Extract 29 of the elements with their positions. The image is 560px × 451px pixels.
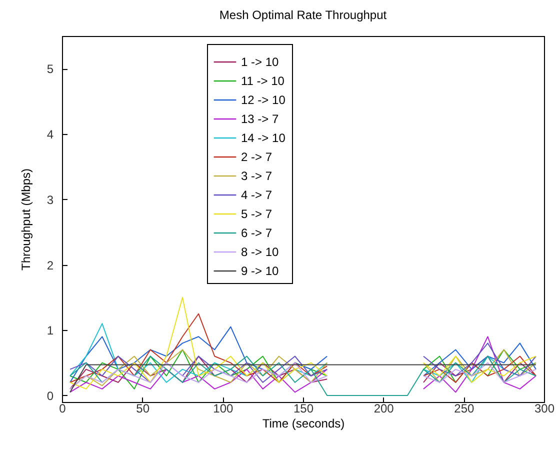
line-series: [70, 356, 536, 396]
y-tick-label: 2: [46, 258, 54, 272]
legend-label: 5 -> 7: [241, 207, 272, 221]
legend-label: 4 -> 7: [241, 188, 272, 202]
x-tick-label: 100: [213, 402, 234, 416]
legend-label: 6 -> 7: [241, 226, 272, 240]
legend-label: 1 -> 10: [241, 55, 280, 69]
legend-label: 3 -> 7: [241, 169, 272, 183]
y-axis-title: Throughput (Mbps): [18, 168, 33, 271]
x-axis-title: Time (seconds): [262, 416, 345, 430]
legend-label: 9 -> 10: [241, 264, 280, 278]
y-tick-label: 5: [46, 62, 54, 76]
x-tick-label: 0: [59, 402, 66, 416]
legend-label: 11 -> 10: [241, 74, 285, 88]
legend-label: 13 -> 7: [241, 112, 280, 126]
legend-label: 2 -> 7: [241, 150, 272, 164]
x-tick-label: 150: [293, 402, 314, 416]
y-tick-label: 4: [46, 128, 54, 142]
y-tick-label: 0: [46, 388, 54, 403]
x-tick-label: 300: [534, 402, 555, 416]
x-tick-label: 250: [454, 402, 474, 416]
y-tick-label: 3: [46, 192, 54, 207]
legend-label: 14 -> 10: [241, 131, 286, 145]
y-tick-label: 1: [46, 324, 54, 338]
x-tick-label: 50: [136, 402, 150, 416]
chart-title: Mesh Optimal Rate Throughput: [219, 8, 388, 22]
legend-label: 8 -> 10: [241, 245, 280, 259]
legend-label: 12 -> 10: [241, 93, 286, 107]
x-tick-label: 200: [374, 402, 394, 416]
